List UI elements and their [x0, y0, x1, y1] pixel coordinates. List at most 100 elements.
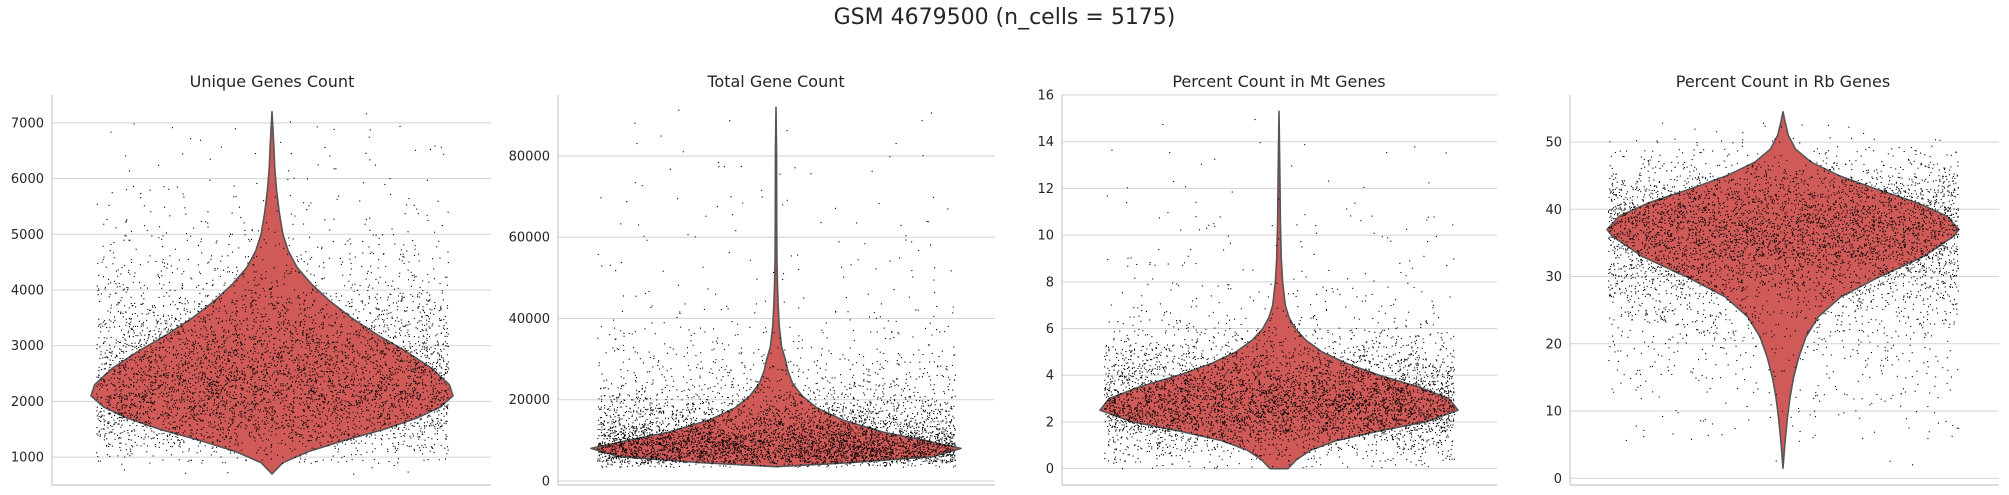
- data-point: [374, 296, 376, 298]
- data-point: [143, 321, 145, 323]
- data-point: [316, 398, 318, 400]
- data-point: [364, 395, 366, 397]
- data-point: [331, 370, 333, 372]
- data-point: [132, 313, 134, 315]
- data-point: [252, 436, 254, 438]
- data-point: [196, 412, 198, 414]
- data-point: [115, 342, 117, 344]
- data-point: [394, 446, 396, 448]
- data-point: [302, 425, 304, 427]
- data-point: [155, 337, 157, 339]
- data-point: [108, 379, 110, 381]
- data-point: [194, 406, 196, 408]
- data-point: [201, 400, 203, 402]
- data-point: [321, 411, 323, 413]
- data-point: [308, 419, 310, 421]
- data-point: [428, 357, 430, 359]
- data-point: [446, 372, 448, 374]
- data-point: [344, 354, 346, 356]
- data-point: [172, 427, 174, 429]
- data-point: [236, 433, 238, 435]
- data-point: [347, 438, 349, 440]
- data-point: [372, 430, 374, 432]
- data-point: [295, 330, 297, 332]
- data-point: [337, 337, 339, 339]
- data-point: [377, 339, 379, 341]
- data-point: [323, 315, 325, 317]
- data-point: [130, 413, 132, 415]
- data-point: [386, 309, 388, 311]
- data-point: [344, 243, 346, 245]
- data-point: [180, 313, 182, 315]
- data-point: [284, 330, 286, 332]
- data-point: [335, 434, 337, 436]
- data-point: [447, 393, 449, 395]
- data-point: [389, 375, 391, 377]
- data-point: [322, 408, 324, 410]
- data-point: [114, 422, 116, 424]
- data-point: [221, 356, 223, 358]
- data-point: [189, 400, 191, 402]
- data-point: [292, 401, 294, 403]
- data-point: [238, 247, 240, 249]
- data-point: [426, 292, 428, 294]
- data-point: [150, 355, 152, 357]
- data-point: [421, 316, 423, 318]
- data-point: [185, 383, 187, 385]
- data-point: [171, 272, 173, 274]
- data-point: [383, 340, 385, 342]
- data-point: [96, 406, 98, 408]
- data-point: [355, 400, 357, 402]
- data-point: [212, 383, 214, 385]
- data-point: [124, 338, 126, 340]
- data-point: [417, 362, 419, 364]
- data-point: [302, 334, 304, 336]
- data-point: [170, 438, 172, 440]
- data-point: [204, 403, 206, 405]
- data-point: [347, 372, 349, 374]
- data-point: [208, 361, 210, 363]
- data-point: [443, 377, 445, 379]
- data-point: [237, 349, 239, 351]
- data-point: [282, 324, 284, 326]
- data-point: [384, 389, 386, 391]
- data-point: [311, 322, 313, 324]
- data-point: [152, 417, 154, 419]
- data-point: [123, 430, 125, 432]
- data-point: [371, 251, 373, 253]
- data-point: [361, 266, 363, 268]
- data-point: [235, 376, 237, 378]
- data-point: [212, 446, 214, 448]
- data-point: [365, 278, 367, 280]
- data-point: [430, 377, 432, 379]
- data-point: [302, 409, 304, 411]
- data-point: [158, 296, 160, 298]
- data-point: [397, 448, 399, 450]
- data-point: [228, 360, 230, 362]
- data-point: [149, 362, 151, 364]
- data-point: [270, 414, 272, 416]
- data-point: [286, 424, 288, 426]
- data-point: [148, 336, 150, 338]
- data-point: [280, 402, 282, 404]
- data-point: [146, 287, 148, 289]
- data-point: [422, 280, 424, 282]
- data-point: [201, 462, 203, 464]
- data-point: [172, 301, 174, 303]
- data-point: [407, 321, 409, 323]
- data-point: [284, 405, 286, 407]
- data-point: [163, 400, 165, 402]
- data-point: [146, 392, 148, 394]
- data-point: [271, 419, 273, 421]
- data-point: [291, 332, 293, 334]
- data-point: [154, 379, 156, 381]
- data-point: [271, 425, 273, 427]
- data-point: [269, 289, 271, 291]
- data-point: [328, 381, 330, 383]
- data-point: [299, 343, 301, 345]
- data-point: [374, 340, 376, 342]
- data-point: [353, 418, 355, 420]
- data-point: [282, 383, 284, 385]
- data-point: [422, 446, 424, 448]
- data-point: [234, 354, 236, 356]
